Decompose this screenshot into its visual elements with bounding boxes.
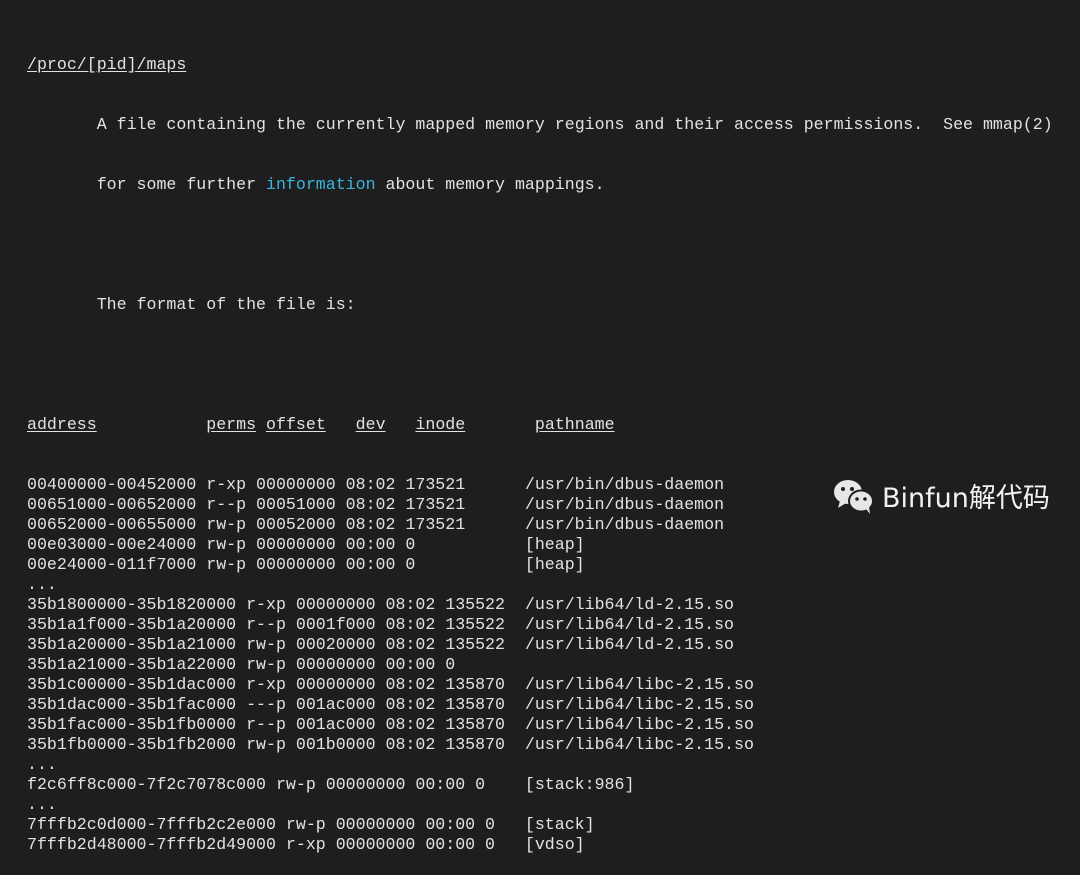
watermark-text: Binfun解代码 — [882, 483, 1050, 514]
section-title: /proc/[pid]/maps — [27, 55, 187, 74]
table-row: 35b1fac000-35b1fb0000 r--p 001ac000 08:0… — [27, 715, 754, 734]
table-row: 00400000-00452000 r-xp 00000000 08:02 17… — [27, 475, 725, 494]
ellipsis-row: ... — [27, 795, 57, 814]
information-link[interactable]: information — [266, 175, 376, 194]
header-address: address — [27, 415, 97, 434]
format-intro: The format of the file is: — [96, 295, 356, 314]
table-row: 35b1a1f000-35b1a20000 r--p 0001f000 08:0… — [27, 615, 735, 634]
ellipsis-row: ... — [27, 755, 57, 774]
table-row: 7fffb2c0d000-7fffb2c2e000 rw-p 00000000 … — [27, 815, 595, 834]
table-row: 35b1fb0000-35b1fb2000 rw-p 001b0000 08:0… — [27, 735, 754, 754]
header-pathname: pathname — [534, 415, 615, 434]
table-row: 00e03000-00e24000 rw-p 00000000 00:00 0 … — [27, 535, 585, 554]
table-row: 35b1dac000-35b1fac000 ---p 001ac000 08:0… — [27, 695, 754, 714]
ellipsis-row: ... — [27, 575, 57, 594]
table-row: f2c6ff8c000-7f2c7078c000 rw-p 00000000 0… — [27, 775, 635, 794]
description-line-2: for some further information about memor… — [96, 175, 605, 194]
table-row: 35b1a21000-35b1a22000 rw-p 00000000 00:0… — [27, 655, 456, 674]
header-perms: perms — [206, 415, 257, 434]
table-row: 35b1a20000-35b1a21000 rw-p 00020000 08:0… — [27, 635, 735, 654]
table-row: 7fffb2d48000-7fffb2d49000 r-xp 00000000 … — [27, 835, 585, 854]
watermark: Binfun解代码 — [832, 476, 1050, 515]
table-row: 00e24000-011f7000 rw-p 00000000 00:00 0 … — [27, 555, 585, 574]
table-row: 00652000-00655000 rw-p 00052000 08:02 17… — [27, 515, 725, 534]
table-row: 00651000-00652000 r--p 00051000 08:02 17… — [27, 495, 725, 514]
description-line-1: A file containing the currently mapped m… — [96, 115, 1053, 134]
table-row: 35b1800000-35b1820000 r-xp 00000000 08:0… — [27, 595, 735, 614]
header-dev: dev — [355, 415, 386, 434]
table-header: address perms offset dev inode pathname — [27, 415, 1053, 435]
header-inode: inode — [415, 415, 466, 434]
man-page-terminal: /proc/[pid]/maps A file containing the c… — [27, 15, 1053, 875]
wechat-icon — [834, 479, 874, 514]
maps-rows: 00400000-00452000 r-xp 00000000 08:02 17… — [27, 475, 1053, 855]
table-row: 35b1c00000-35b1dac000 r-xp 00000000 08:0… — [27, 675, 754, 694]
header-offset: offset — [266, 415, 326, 434]
